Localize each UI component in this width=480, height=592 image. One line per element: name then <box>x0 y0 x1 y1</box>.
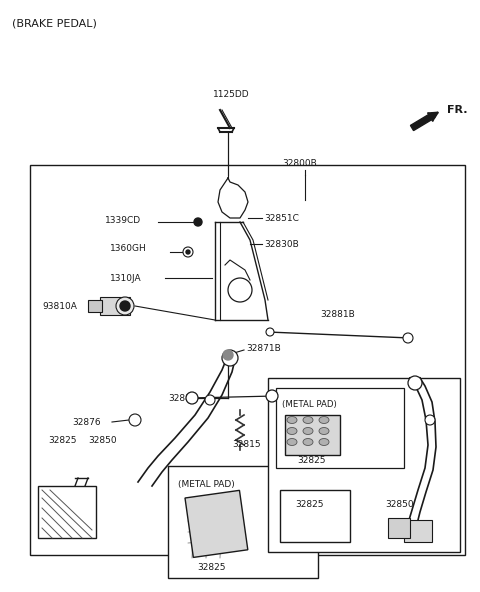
Circle shape <box>194 218 202 226</box>
Text: 32881B: 32881B <box>320 310 355 318</box>
Circle shape <box>205 395 215 405</box>
Circle shape <box>129 414 141 426</box>
Circle shape <box>183 247 193 257</box>
Bar <box>404 520 432 542</box>
Text: 93810A: 93810A <box>42 301 77 310</box>
Circle shape <box>403 333 413 343</box>
Text: 32825: 32825 <box>296 500 324 509</box>
Bar <box>168 466 318 578</box>
Bar <box>280 490 350 542</box>
Ellipse shape <box>303 427 313 435</box>
Ellipse shape <box>319 427 329 435</box>
Text: (METAL PAD): (METAL PAD) <box>282 400 337 409</box>
Text: 32825: 32825 <box>48 436 76 445</box>
Text: 32825: 32825 <box>298 455 326 465</box>
Ellipse shape <box>287 417 297 423</box>
Bar <box>268 378 460 552</box>
Ellipse shape <box>319 417 329 423</box>
Circle shape <box>222 350 238 366</box>
Circle shape <box>266 390 278 402</box>
Bar <box>388 518 410 538</box>
Text: 32825: 32825 <box>198 564 226 572</box>
Ellipse shape <box>287 439 297 446</box>
Ellipse shape <box>303 439 313 446</box>
Circle shape <box>223 350 233 360</box>
Text: (BRAKE PEDAL): (BRAKE PEDAL) <box>12 18 97 28</box>
Text: 1125DD: 1125DD <box>213 89 250 98</box>
Text: 32850: 32850 <box>88 436 117 445</box>
Text: 1360GH: 1360GH <box>110 243 147 253</box>
Circle shape <box>186 250 190 254</box>
Text: 32883: 32883 <box>276 449 305 458</box>
Circle shape <box>116 297 134 315</box>
Circle shape <box>186 392 198 404</box>
Circle shape <box>120 301 130 311</box>
Bar <box>88 300 102 312</box>
Text: 32850: 32850 <box>385 500 414 509</box>
Text: 32876: 32876 <box>72 417 101 426</box>
Text: 32851C: 32851C <box>264 214 299 223</box>
Bar <box>100 297 130 315</box>
Ellipse shape <box>319 439 329 446</box>
Ellipse shape <box>303 417 313 423</box>
Ellipse shape <box>287 427 297 435</box>
Bar <box>38 486 96 538</box>
Bar <box>276 388 404 468</box>
Text: (METAL PAD): (METAL PAD) <box>178 480 235 489</box>
Text: 32883: 32883 <box>168 394 197 403</box>
Text: (A/T): (A/T) <box>274 392 298 402</box>
Bar <box>285 415 340 455</box>
Text: 32800B: 32800B <box>282 159 317 168</box>
Circle shape <box>408 376 422 390</box>
Text: 32871B: 32871B <box>246 343 281 352</box>
Text: 1310JA: 1310JA <box>110 274 142 282</box>
FancyArrow shape <box>410 113 437 131</box>
Text: FR.: FR. <box>447 105 468 115</box>
Text: 1339CD: 1339CD <box>105 215 141 224</box>
Text: 32830B: 32830B <box>264 240 299 249</box>
Circle shape <box>266 328 274 336</box>
Bar <box>185 490 248 558</box>
Bar <box>30 165 465 555</box>
Text: 32815: 32815 <box>232 439 261 449</box>
Circle shape <box>425 415 435 425</box>
